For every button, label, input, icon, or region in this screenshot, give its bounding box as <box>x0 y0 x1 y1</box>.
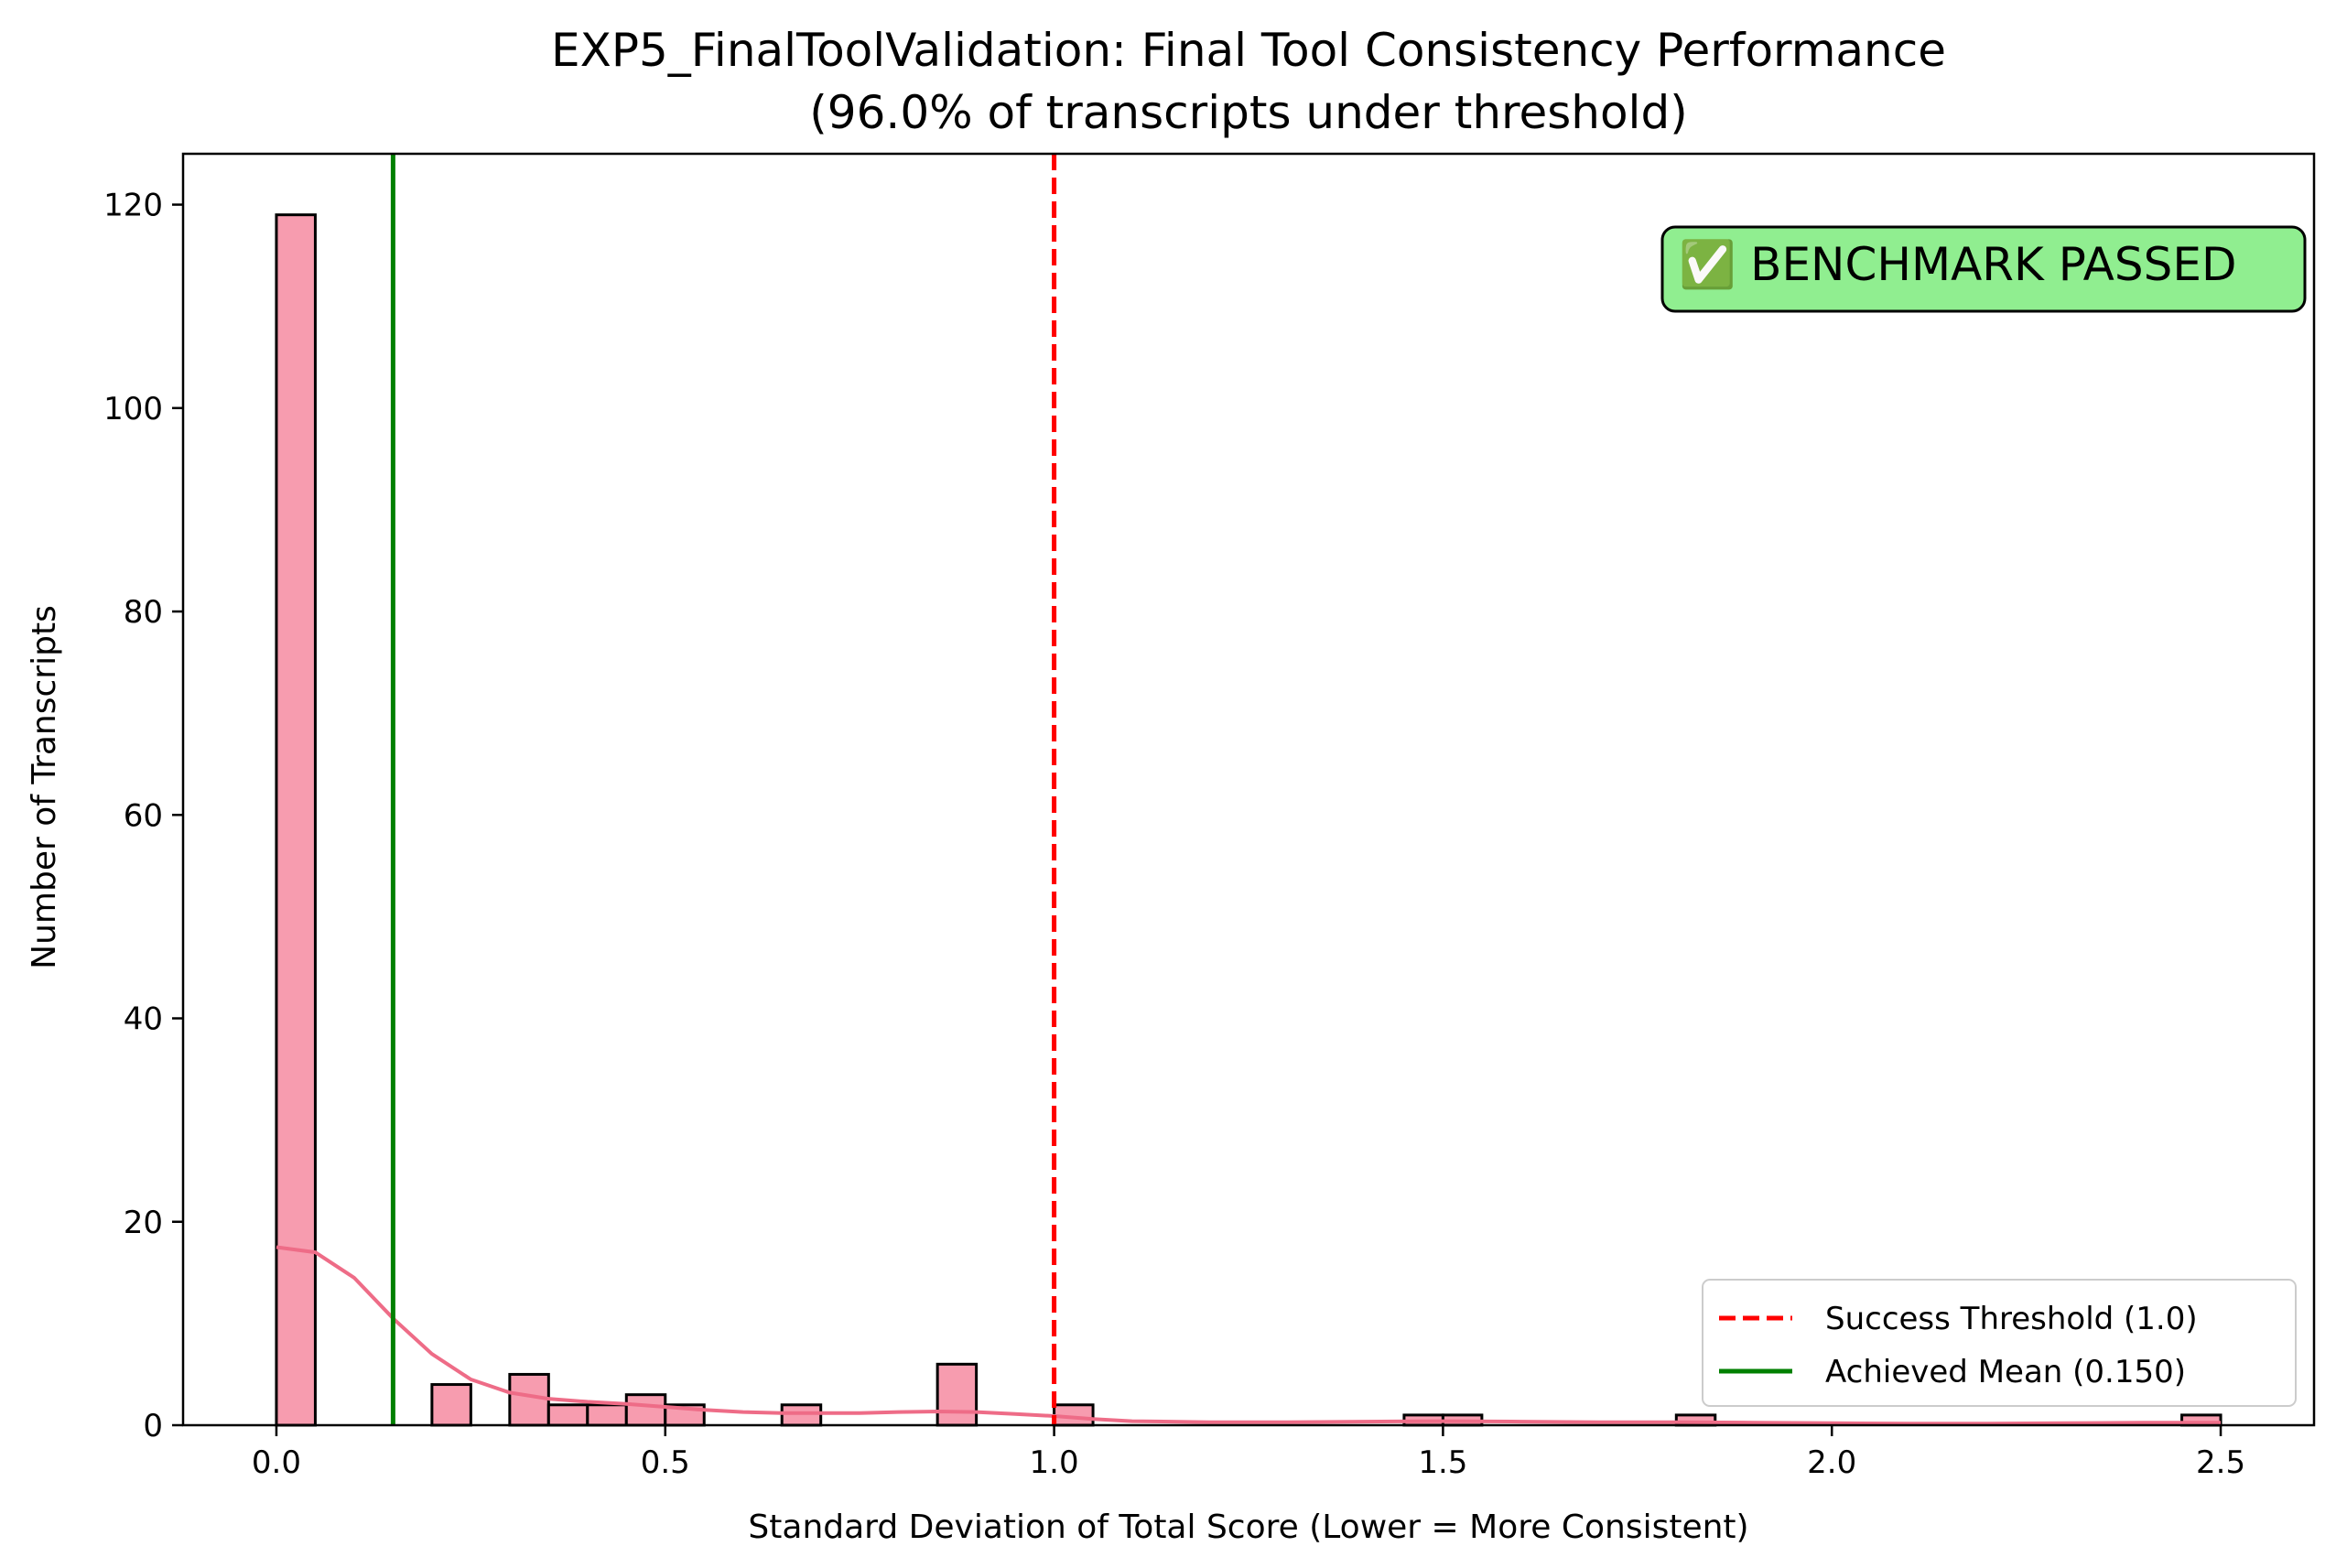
x-tick-label: 0.0 <box>252 1444 301 1481</box>
histogram-bar <box>546 1403 589 1427</box>
kde-curve <box>276 1245 2221 1426</box>
plot-frame <box>181 152 2316 1427</box>
y-tick-label: 100 <box>103 391 163 427</box>
chart-title: EXP5_FinalToolValidation: Final Tool Con… <box>551 24 1946 77</box>
histogram-bar <box>780 1403 823 1427</box>
histogram-bar <box>275 213 317 1427</box>
histogram-bar <box>430 1383 472 1427</box>
y-tick-label: 80 <box>124 594 163 631</box>
y-tick-label: 120 <box>103 188 163 224</box>
histogram-bar <box>624 1393 667 1427</box>
legend-box <box>1702 1279 2297 1407</box>
benchmark-passed-badge: ✅ BENCHMARK PASSED <box>1660 225 2307 313</box>
y-tick-label: 40 <box>124 1001 163 1038</box>
y-axis-label: Number of Transcripts <box>26 605 63 969</box>
x-tick-label: 2.5 <box>2196 1444 2245 1481</box>
histogram-bar <box>508 1372 550 1427</box>
x-tick-label: 1.5 <box>1418 1444 1467 1481</box>
chart-subtitle: (96.0% of transcripts under threshold) <box>809 86 1687 139</box>
plot-area: 0.0 0.5 1.0 1.5 2.0 2.5 0 20 40 60 80 100 120 <box>103 152 2316 1481</box>
y-tick-label: 60 <box>124 797 163 834</box>
legend-threshold-label: Success Threshold (1.0) <box>1825 1301 2198 1337</box>
y-tick-label: 0 <box>143 1408 163 1444</box>
x-tick-label: 0.5 <box>641 1444 690 1481</box>
x-axis-label: Standard Deviation of Total Score (Lower… <box>748 1509 1748 1546</box>
badge-text: ✅ BENCHMARK PASSED <box>1679 238 2236 291</box>
legend-mean-label: Achieved Mean (0.150) <box>1825 1354 2186 1390</box>
histogram-bar <box>586 1403 628 1427</box>
x-tick-label: 1.0 <box>1030 1444 1079 1481</box>
histogram-bar <box>935 1362 979 1427</box>
badge-box <box>1660 225 2307 313</box>
legend: Success Threshold (1.0) Achieved Mean (0… <box>1702 1279 2297 1407</box>
y-tick-label: 20 <box>124 1205 163 1241</box>
x-tick-label: 2.0 <box>1807 1444 1856 1481</box>
